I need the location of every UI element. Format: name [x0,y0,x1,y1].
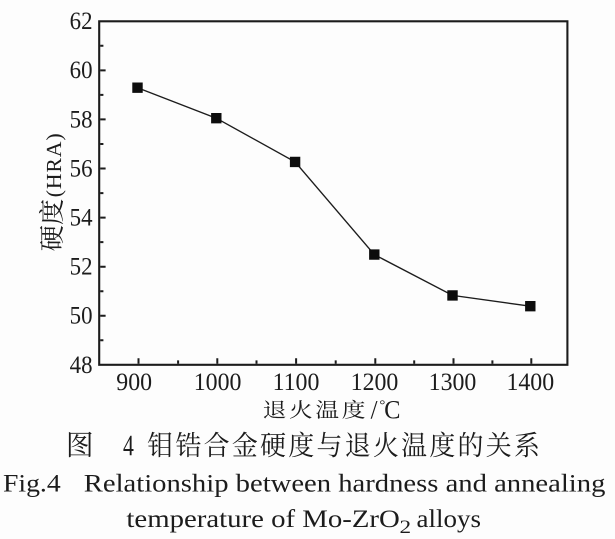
svg-text:1100: 1100 [273,368,320,396]
svg-text:60: 60 [70,56,93,84]
svg-text:48: 48 [70,351,93,379]
svg-text:1300: 1300 [429,368,477,396]
svg-text:2: 2 [399,516,411,537]
svg-text:58: 58 [70,105,93,133]
svg-text:1400: 1400 [506,368,554,396]
svg-text:temperature of Mo-ZrO: temperature of Mo-ZrO [126,505,399,533]
svg-text:62: 62 [70,7,93,35]
svg-text:alloys: alloys [417,505,481,533]
svg-text:Relationship between hardness: Relationship between hardness and anneal… [84,469,606,497]
svg-text:Fig.4: Fig.4 [3,469,61,498]
svg-text:900: 900 [116,368,152,396]
svg-text:50: 50 [70,302,93,330]
svg-text:52: 52 [70,253,93,281]
svg-text:1200: 1200 [351,368,399,396]
svg-text:56: 56 [70,154,93,182]
svg-text:54: 54 [70,203,93,231]
svg-text:1000: 1000 [194,368,242,396]
